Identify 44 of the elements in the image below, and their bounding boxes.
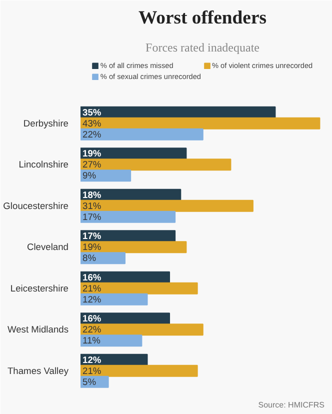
y-tick-label: Cleveland <box>27 242 69 252</box>
chart-title: Worst offenders <box>138 8 266 28</box>
data-label: 21% <box>82 366 102 376</box>
bar <box>80 282 198 294</box>
data-label: 9% <box>82 170 96 181</box>
data-label: 43% <box>82 118 102 128</box>
y-tick-label: Gloucestershire <box>3 200 69 211</box>
data-label: 17% <box>82 231 102 242</box>
bar <box>80 324 204 336</box>
bar <box>80 210 176 223</box>
data-label: 16% <box>82 272 102 282</box>
bar <box>80 241 187 254</box>
bar <box>80 200 254 212</box>
y-tick-label: West Midlands <box>8 324 69 335</box>
data-label: 5% <box>82 376 96 387</box>
data-label: 19% <box>82 242 102 252</box>
chart-subtitle: Forces rated inadequate <box>146 40 260 54</box>
y-tick-label: Lincolnshire <box>18 160 68 170</box>
data-label: 35% <box>82 107 102 118</box>
bar <box>80 293 148 306</box>
source-note: Source: HMICFRS <box>258 400 324 410</box>
bar <box>80 158 232 171</box>
bar <box>80 117 320 130</box>
bar <box>80 170 132 182</box>
data-label: 27% <box>82 160 102 170</box>
bar <box>80 128 204 140</box>
data-label: 17% <box>82 212 102 222</box>
data-label: 8% <box>82 253 96 264</box>
data-label: 12% <box>82 354 102 365</box>
data-label: 19% <box>82 148 102 159</box>
data-label: 16% <box>82 314 102 324</box>
y-tick-label: Thames Valley <box>8 366 69 376</box>
y-tick-label: Derbyshire <box>23 118 69 128</box>
data-label: 12% <box>82 294 102 304</box>
data-label: 22% <box>82 324 102 335</box>
y-tick-label: Leicestershire <box>10 283 69 294</box>
data-label: 22% <box>82 129 102 140</box>
data-label: 31% <box>82 200 102 211</box>
data-label: 18% <box>82 190 102 200</box>
bar <box>80 334 142 347</box>
bar <box>80 252 126 264</box>
bar <box>80 364 198 377</box>
data-label: 11% <box>82 336 100 346</box>
data-label: 21% <box>82 283 102 294</box>
